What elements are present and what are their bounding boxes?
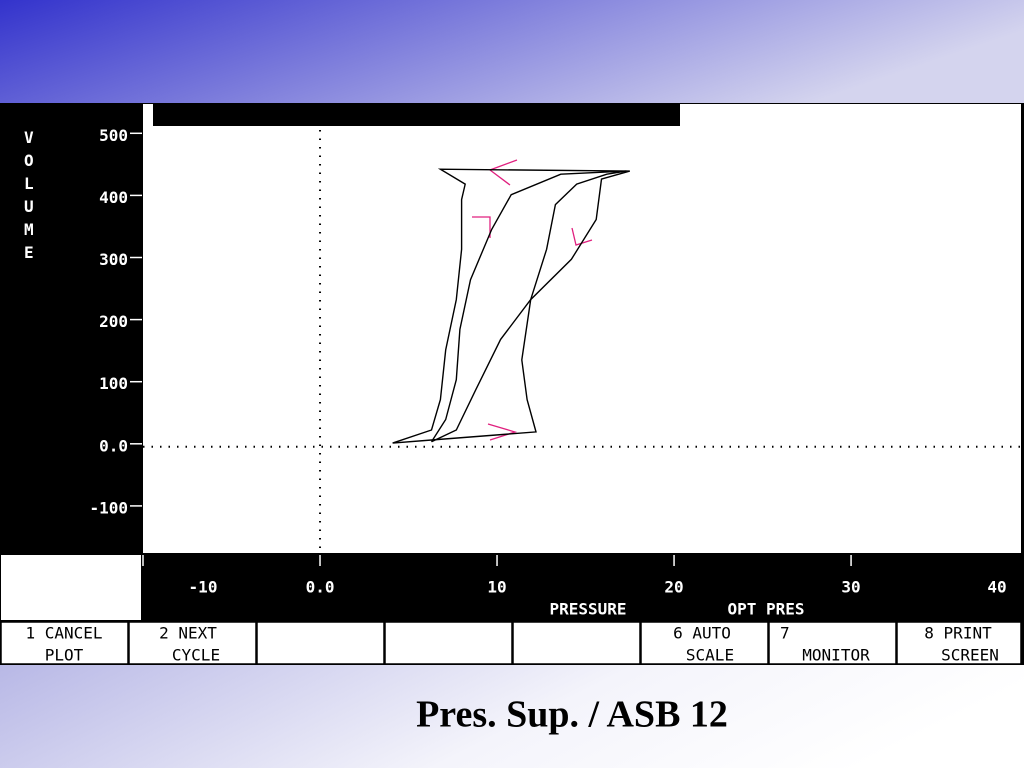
softkey[interactable]	[384, 621, 513, 665]
x-tick-label: 30	[841, 578, 860, 597]
header-band	[0, 0, 1024, 104]
softkey-label: CYCLE	[172, 646, 220, 665]
softkey[interactable]	[128, 621, 257, 665]
softkey-label: MONITOR	[802, 646, 870, 665]
arrow	[487, 423, 518, 441]
softkey-label: PLOT	[45, 646, 84, 665]
y-tick-label: 500	[99, 126, 128, 145]
y-axis-label: VOLUME	[24, 128, 34, 262]
slide-title: Pres. Sup. / ASB 12	[416, 694, 728, 736]
softkey[interactable]	[640, 621, 769, 665]
softkey-label: 7	[780, 624, 790, 643]
y-tick-label: 0.0	[99, 436, 128, 455]
softkey[interactable]	[768, 621, 897, 665]
softkey-row	[0, 621, 1022, 665]
arrow	[472, 216, 491, 238]
loop-line	[392, 168, 630, 444]
footer-band	[0, 665, 1024, 768]
loop-line	[430, 170, 627, 443]
softkey-label: 1 CANCEL	[25, 624, 102, 643]
status-bar	[153, 104, 680, 126]
softkey[interactable]	[0, 621, 129, 665]
x-tick-label: 0.0	[306, 578, 335, 597]
softkey[interactable]	[896, 621, 1022, 665]
x-tick-label: 40	[987, 578, 1006, 597]
x-tick-label: 20	[664, 578, 683, 597]
y-tick-label: 200	[99, 312, 128, 331]
x-tick-label: -10	[189, 578, 218, 597]
softkey-label: 2 NEXT	[159, 624, 217, 643]
y-tick-label: 300	[99, 250, 128, 269]
y-tick-label: -100	[89, 498, 128, 517]
y-tick-label: 100	[99, 374, 128, 393]
x-axis-label: PRESSURE	[549, 600, 626, 619]
softkey-label: SCREEN	[941, 646, 999, 665]
softkey[interactable]	[256, 621, 385, 665]
softkey[interactable]	[512, 621, 641, 665]
y-tick-label: 400	[99, 188, 128, 207]
plot-area	[143, 104, 1021, 553]
softkey-label: 8 PRINT	[924, 624, 992, 643]
softkey-label: SCALE	[686, 646, 734, 665]
arrow	[571, 227, 593, 246]
mode-label: OPT PRES	[727, 600, 804, 619]
x-tick-label: 10	[487, 578, 506, 597]
softkey-label: 6 AUTO	[673, 624, 731, 643]
corner-box	[1, 555, 141, 620]
